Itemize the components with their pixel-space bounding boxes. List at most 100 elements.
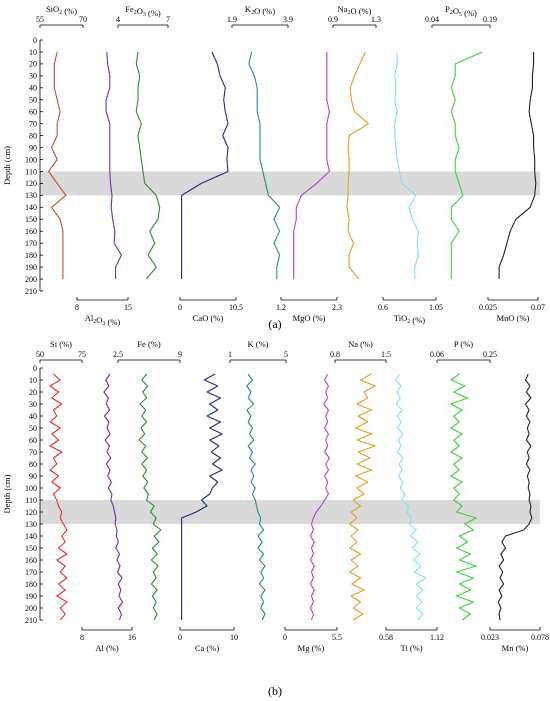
mn-range-min-label: 0.023: [481, 633, 499, 642]
depth-tick-label: 210: [25, 287, 37, 296]
al-range-max-label: 16: [128, 633, 136, 642]
depth-tick-label: 60: [29, 436, 37, 445]
p2o5-profile-line: [450, 51, 483, 279]
ti-series-label: Ti (%): [400, 643, 422, 653]
p-range-min-label: 0.06: [430, 350, 444, 359]
ti-range-max-label: 1.12: [430, 633, 444, 642]
depth-tick-label: 160: [25, 227, 37, 236]
ti-range-min-label: 0.58: [379, 633, 393, 642]
depth-tick-label: 10: [29, 376, 37, 385]
fe-series-label: Fe (%): [137, 339, 161, 349]
mgo-series-label: MgO (%): [293, 313, 326, 323]
mgo-range-max-label: 2.3: [332, 303, 342, 312]
depth-tick-label: 0: [33, 364, 37, 373]
al2o3-series-label: Al2O3 (%): [85, 313, 121, 327]
mg-series-label: Mg (%): [298, 643, 325, 653]
p-series-label: P (%): [454, 339, 473, 349]
depth-tick-label: 60: [29, 108, 37, 117]
al2o3-range-max-label: 15: [124, 303, 132, 312]
depth-tick-label: 130: [25, 191, 37, 200]
k-range-max-label: 5: [284, 350, 288, 359]
na2o-series-label: Na2O (%): [338, 4, 372, 16]
depth-tick-label: 90: [29, 472, 37, 481]
mno-series-label: MnO (%): [497, 313, 530, 323]
depth-tick-label: 130: [25, 520, 37, 529]
na2o-profile-line: [346, 51, 370, 280]
depth-tick-label: 0: [33, 36, 37, 45]
depth-tick-label: 50: [29, 96, 37, 105]
mgo-profile-line: [293, 52, 330, 279]
ca-range-max-label: 10: [230, 633, 238, 642]
al2o3-range-min-label: 8: [75, 303, 79, 312]
k2o-range-min-label: 1.9: [227, 15, 237, 24]
depth-tick-label: 20: [29, 388, 37, 397]
depth-tick-label: 180: [25, 580, 37, 589]
mno-range-min-label: 0.025: [479, 303, 497, 312]
panel-b-elements-chart: 0102030405060708090100110120130140150160…: [2, 339, 549, 653]
depth-tick-label: 20: [29, 60, 37, 69]
si-series-label: Si (%): [50, 339, 72, 349]
depth-tick-label: 120: [25, 179, 37, 188]
k-profile-line: [246, 373, 266, 621]
na2o-range-min-label: 0.9: [328, 15, 338, 24]
depth-tick-label: 70: [29, 448, 37, 457]
na-range-max-label: 1.5: [381, 350, 391, 359]
sio2-series-label: SiO2 (%): [46, 4, 77, 16]
depth-tick-label: 140: [25, 203, 37, 212]
tio2-profile-line: [394, 52, 419, 279]
sio2-range-max-label: 70: [79, 15, 87, 24]
depth-tick-label: 200: [25, 275, 37, 284]
depth-tick-label: 110: [25, 167, 37, 176]
mg-profile-line: [309, 373, 330, 621]
fe-range-max-label: 9: [178, 350, 182, 359]
depth-tick-label: 150: [25, 544, 37, 553]
depth-tick-label: 90: [29, 143, 37, 152]
fe2o3-series-label: Fe2O3 (%): [125, 4, 161, 18]
depth-tick-label: 100: [25, 484, 37, 493]
depth-tick-label: 30: [29, 400, 37, 409]
ca-series-label: Ca (%): [195, 643, 219, 653]
depth-tick-label: 140: [25, 532, 37, 541]
depth-tick-label: 40: [29, 412, 37, 421]
panel-label-a: (a): [268, 317, 281, 331]
mn-range-max-label: 0.078: [531, 633, 549, 642]
depth-tick-label: 70: [29, 119, 37, 128]
depth-tick-label: 170: [25, 568, 37, 577]
panel-label-b: (b): [268, 684, 282, 698]
ca-range-min-label: 0: [178, 633, 182, 642]
depth-tick-label: 190: [25, 263, 37, 272]
p2o5-range-max-label: 0.19: [483, 15, 497, 24]
ti-profile-line: [394, 373, 427, 621]
depth-axis-label: Depth (cm): [2, 146, 12, 185]
si-profile-line: [49, 373, 68, 621]
na-series-label: Na (%): [348, 339, 373, 349]
p2o5-range-min-label: 0.04: [425, 15, 439, 24]
depth-tick-label: 200: [25, 604, 37, 613]
sio2-range-min-label: 55: [36, 15, 44, 24]
depth-tick-label: 120: [25, 508, 37, 517]
p2o5-series-label: P2O5 (%): [445, 4, 477, 18]
depth-tick-label: 10: [29, 48, 37, 57]
depth-tick-label: 110: [25, 496, 37, 505]
fe-profile-line: [138, 373, 162, 621]
mgo-range-min-label: 1.2: [276, 303, 286, 312]
depth-tick-label: 80: [29, 131, 37, 140]
depth-tick-label: 150: [25, 215, 37, 224]
shaded-depth-band: [40, 171, 540, 196]
mno-profile-line: [498, 52, 537, 279]
depth-tick-label: 80: [29, 460, 37, 469]
al-range-min-label: 8: [80, 633, 84, 642]
k2o-range-max-label: 3.9: [283, 15, 293, 24]
si-range-min-label: 50: [36, 350, 44, 359]
cao-range-min-label: 0: [178, 303, 182, 312]
depth-tick-label: 40: [29, 84, 37, 93]
mn-series-label: Mn (%): [502, 643, 529, 653]
si-range-max-label: 75: [78, 350, 86, 359]
fe2o3-range-max-label: 7: [166, 15, 170, 24]
depth-tick-label: 210: [25, 616, 37, 625]
depth-tick-label: 170: [25, 239, 37, 248]
al-series-label: Al (%): [95, 643, 119, 653]
al-profile-line: [103, 373, 124, 621]
p-range-max-label: 0.25: [483, 350, 497, 359]
depth-tick-label: 100: [25, 155, 37, 164]
